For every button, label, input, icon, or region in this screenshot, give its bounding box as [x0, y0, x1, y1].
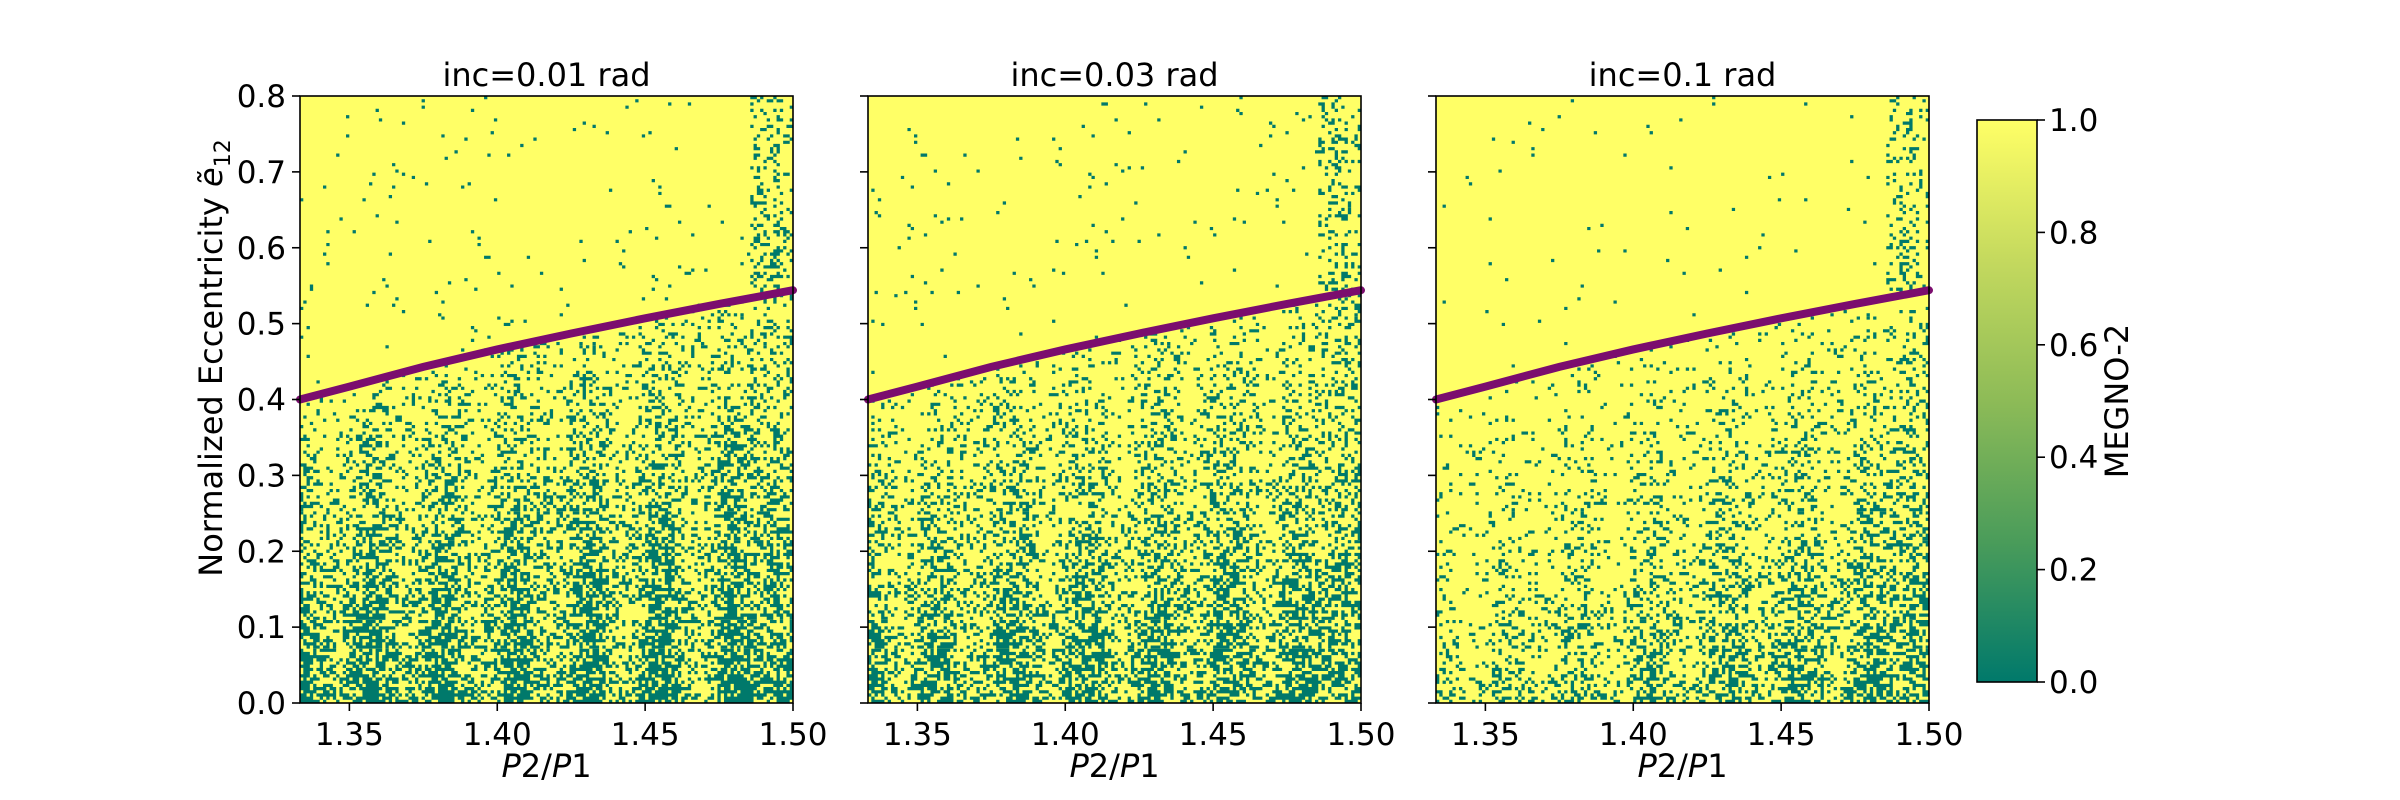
- colorbar-tick-label: 0.8: [2049, 215, 2098, 251]
- panel-2-title: inc=0.03 rad: [1010, 56, 1218, 94]
- colorbar-tick-label: 0.6: [2049, 328, 2098, 364]
- colorbar-tick-label: 0.4: [2049, 440, 2098, 476]
- panel-1-title: inc=0.01 rad: [442, 56, 650, 94]
- x-tick-label: 1.50: [758, 717, 827, 753]
- y-tick-label: 0.2: [237, 534, 286, 570]
- x-tick-label: 1.45: [1747, 717, 1816, 753]
- colorbar-tick-label: 1.0: [2049, 103, 2098, 139]
- x-tick-label: 1.40: [1599, 717, 1668, 753]
- y-tick-label: 0.3: [237, 458, 286, 494]
- panel-1-boundary-curve: [296, 286, 797, 404]
- panel-3-background: [1436, 96, 1929, 703]
- y-tick-label: 0.5: [237, 307, 286, 343]
- x-tick-label: 1.50: [1326, 717, 1395, 753]
- panel-2-x-ticks: 1.35 1.40 1.45 1.50: [883, 703, 1396, 753]
- heatmap-regular-cells: [300, 96, 793, 703]
- panel-1-heatmap: [300, 96, 793, 703]
- colorbar-tick-label: 0.0: [2049, 665, 2098, 701]
- panel-2-x-axis-label: P2/P1: [1069, 747, 1159, 785]
- y-axis-label: Normalized Eccentricity ẽ12: [192, 139, 236, 576]
- panel-3-heatmap: [1436, 96, 1929, 703]
- y-tick-label: 0.8: [237, 79, 286, 115]
- panel-3-y-ticks: [1428, 95, 1436, 704]
- x-tick-label: 1.45: [611, 717, 680, 753]
- colorbar: 0.0 0.2 0.4 0.6 0.8 1.0 MEGNO-2: [1976, 103, 2136, 701]
- x-tick-label: 1.35: [1451, 717, 1520, 753]
- panel-2-y-ticks: [860, 95, 868, 704]
- heatmap-regular-cells: [868, 96, 1361, 703]
- panel-3-boundary-curve: [1432, 286, 1933, 404]
- x-tick-label: 1.40: [1031, 717, 1100, 753]
- y-tick-label: 0.1: [237, 610, 286, 646]
- panel-3-x-ticks: 1.35 1.40 1.45 1.50: [1451, 703, 1964, 753]
- y-tick-label: 0.7: [237, 155, 286, 191]
- x-tick-label: 1.45: [1179, 717, 1248, 753]
- x-tick-label: 1.50: [1894, 717, 1963, 753]
- heatmap-regular-cells: [1436, 96, 1929, 703]
- panel-3: inc=0.1 rad 1.35 1.40 1.45 1.50 P2/P1: [1428, 56, 1964, 785]
- panel-2-boundary-curve: [864, 286, 1365, 404]
- x-tick-label: 1.35: [315, 717, 384, 753]
- colorbar-ticks: 0.0 0.2 0.4 0.6 0.8 1.0: [2037, 103, 2098, 701]
- panel-1: inc=0.01 rad 0.0 0.1 0.2 0.3 0.4 0.5 0.6 0.7 0.8…: [237, 56, 828, 785]
- panel-1-y-ticks: 0.0 0.1 0.2 0.3 0.4 0.5 0.6 0.7 0.8: [237, 79, 300, 722]
- panel-2-heatmap: [868, 96, 1361, 703]
- panel-3-title: inc=0.1 rad: [1589, 56, 1777, 94]
- panel-1-x-axis-label: P2/P1: [501, 747, 591, 785]
- panel-2: inc=0.03 rad 1.35 1.40 1.45 1.50 P2/P1: [860, 56, 1396, 785]
- x-tick-label: 1.35: [883, 717, 952, 753]
- y-tick-label: 0.0: [237, 686, 286, 722]
- panel-3-x-axis-label: P2/P1: [1637, 747, 1727, 785]
- colorbar-label: MEGNO-2: [2098, 324, 2136, 479]
- x-tick-label: 1.40: [463, 717, 532, 753]
- y-tick-label: 0.4: [237, 383, 286, 419]
- colorbar-gradient: [1976, 119, 2038, 683]
- colorbar-tick-label: 0.2: [2049, 553, 2098, 589]
- panel-1-x-ticks: 1.35 1.40 1.45 1.50: [315, 703, 828, 753]
- y-tick-label: 0.6: [237, 231, 286, 267]
